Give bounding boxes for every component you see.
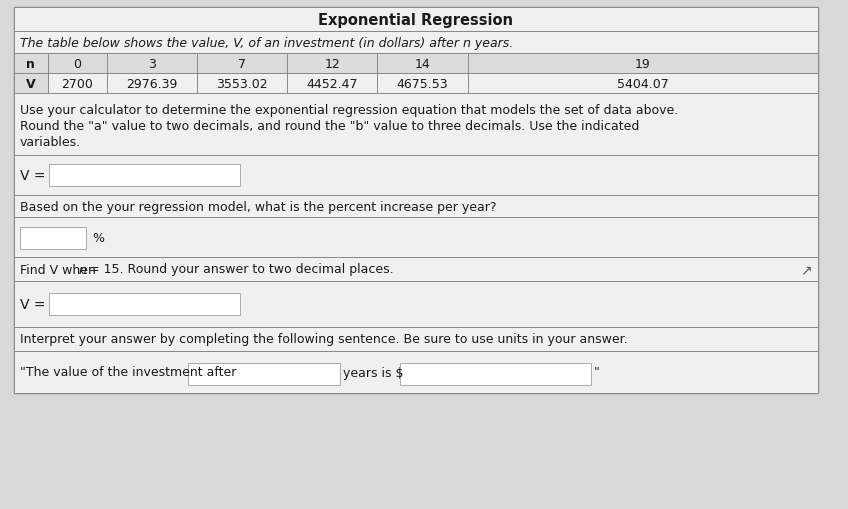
- Text: V =: V =: [20, 168, 45, 183]
- Text: 19: 19: [635, 58, 650, 70]
- Text: V: V: [26, 77, 36, 90]
- Text: 4675.53: 4675.53: [397, 77, 449, 90]
- Bar: [14, 281, 817, 327]
- Text: 5404.07: 5404.07: [616, 77, 668, 90]
- Bar: [14, 327, 817, 351]
- Bar: [20, 228, 86, 249]
- Text: %: %: [92, 231, 104, 244]
- Text: 12: 12: [325, 58, 340, 70]
- Text: n: n: [26, 58, 36, 70]
- Text: "The value of the investment after: "The value of the investment after: [20, 366, 236, 379]
- Text: Find V when: Find V when: [20, 263, 99, 276]
- Text: 2976.39: 2976.39: [126, 77, 178, 90]
- Bar: [188, 363, 340, 385]
- Bar: [14, 258, 817, 281]
- Bar: [14, 74, 817, 94]
- Text: variables.: variables.: [20, 136, 81, 149]
- Bar: [14, 156, 817, 195]
- Text: Interpret your answer by completing the following sentence. Be sure to use units: Interpret your answer by completing the …: [20, 333, 628, 346]
- Text: ↗: ↗: [801, 263, 812, 276]
- Bar: [49, 165, 240, 187]
- Text: n: n: [78, 263, 86, 276]
- Bar: [14, 217, 817, 258]
- Text: Exponential Regression: Exponential Regression: [318, 13, 513, 27]
- Text: Based on the your regression model, what is the percent increase per year?: Based on the your regression model, what…: [20, 200, 496, 213]
- Text: 14: 14: [415, 58, 431, 70]
- Bar: [14, 8, 817, 32]
- Bar: [14, 54, 48, 74]
- Text: V =: V =: [20, 297, 45, 312]
- Bar: [14, 8, 817, 393]
- Text: 3: 3: [148, 58, 156, 70]
- Bar: [14, 32, 817, 54]
- Bar: [14, 74, 48, 94]
- Bar: [400, 363, 591, 385]
- Bar: [14, 351, 817, 393]
- Text: The table below shows the value, V, of an investment (in dollars) after n years.: The table below shows the value, V, of a…: [20, 37, 513, 49]
- Text: 7: 7: [238, 58, 246, 70]
- Text: ": ": [594, 366, 600, 379]
- Text: 4452.47: 4452.47: [307, 77, 358, 90]
- Text: Round the "a" value to two decimals, and round the "b" value to three decimals. : Round the "a" value to two decimals, and…: [20, 120, 639, 133]
- Bar: [14, 94, 817, 156]
- Text: 0: 0: [74, 58, 81, 70]
- Text: Use your calculator to determine the exponential regression equation that models: Use your calculator to determine the exp…: [20, 104, 678, 117]
- Bar: [14, 54, 817, 74]
- Text: = 15. Round your answer to two decimal places.: = 15. Round your answer to two decimal p…: [86, 263, 394, 276]
- Text: 2700: 2700: [62, 77, 93, 90]
- Text: years is $: years is $: [343, 366, 404, 379]
- Bar: [49, 293, 240, 316]
- Bar: [14, 195, 817, 217]
- Text: 3553.02: 3553.02: [216, 77, 268, 90]
